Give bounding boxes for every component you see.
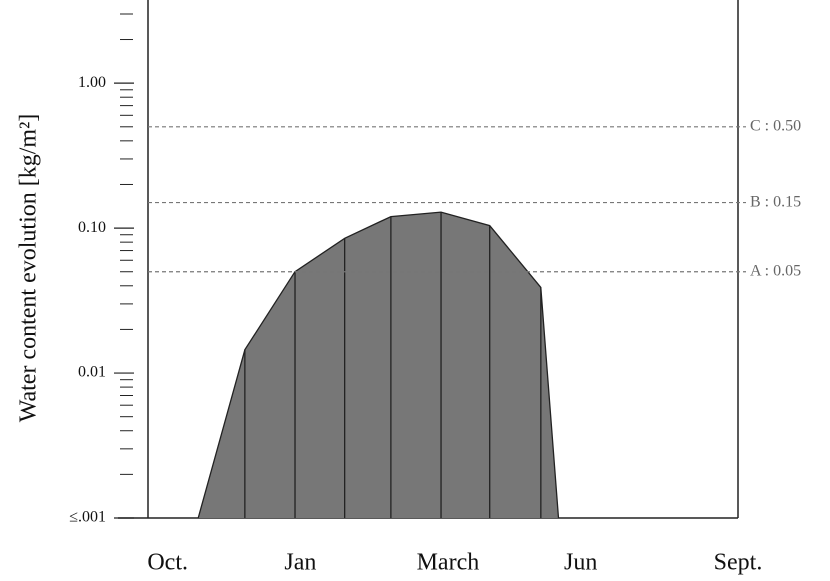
- x-tick-label: Oct.: [147, 550, 188, 576]
- x-tick-label: March: [417, 550, 480, 576]
- area-outline: [197, 211, 560, 519]
- y-tick-label: 1.00: [78, 74, 106, 91]
- y-tick-label: ≤.001: [69, 509, 106, 526]
- threshold-label: A : 0.05: [750, 262, 801, 279]
- threshold-label: C : 0.50: [750, 117, 801, 134]
- x-tick-label: Jan: [284, 550, 316, 576]
- area: [198, 212, 559, 518]
- y-tick-label: 0.01: [78, 364, 106, 381]
- y-tick-label: 0.10: [78, 219, 106, 236]
- threshold-label: B : 0.15: [750, 193, 801, 210]
- x-tick-label: Jun: [564, 550, 597, 576]
- x-tick-label: Sept.: [714, 550, 763, 576]
- y-axis-label: Water content evolution [kg/m²]: [16, 114, 42, 423]
